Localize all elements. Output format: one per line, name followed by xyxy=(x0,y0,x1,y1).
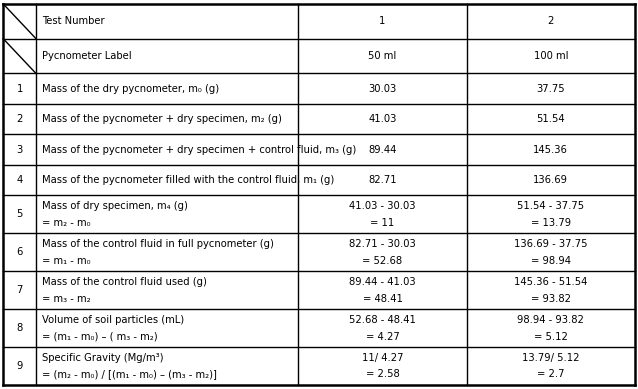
Text: = 13.79: = 13.79 xyxy=(531,217,571,228)
Text: 6: 6 xyxy=(17,247,23,257)
Text: = 2.58: = 2.58 xyxy=(366,370,399,380)
Text: 1: 1 xyxy=(17,84,23,94)
Text: = m₂ - m₀: = m₂ - m₀ xyxy=(42,217,91,228)
Text: 8: 8 xyxy=(17,323,23,333)
Text: Pycnometer Label: Pycnometer Label xyxy=(42,51,132,61)
Text: Mass of the pycnometer filled with the control fluid, m₁ (g): Mass of the pycnometer filled with the c… xyxy=(42,175,335,185)
Text: 13.79/ 5.12: 13.79/ 5.12 xyxy=(522,353,579,363)
Text: 51.54: 51.54 xyxy=(537,114,565,124)
Text: Mass of the pycnometer + dry specimen, m₂ (g): Mass of the pycnometer + dry specimen, m… xyxy=(42,114,282,124)
Text: 136.69: 136.69 xyxy=(533,175,568,185)
Text: = 52.68: = 52.68 xyxy=(362,256,403,266)
Text: = 98.94: = 98.94 xyxy=(531,256,571,266)
Text: 82.71: 82.71 xyxy=(368,175,397,185)
Text: = 4.27: = 4.27 xyxy=(366,331,399,342)
Text: 2: 2 xyxy=(547,16,554,26)
Text: 98.94 - 93.82: 98.94 - 93.82 xyxy=(517,315,584,325)
Text: 37.75: 37.75 xyxy=(537,84,565,94)
Text: = 5.12: = 5.12 xyxy=(534,331,568,342)
Text: 1: 1 xyxy=(379,16,385,26)
Text: = 2.7: = 2.7 xyxy=(537,370,565,380)
Text: = 48.41: = 48.41 xyxy=(362,294,403,303)
Text: 82.71 - 30.03: 82.71 - 30.03 xyxy=(349,239,416,249)
Text: = m₁ - m₀: = m₁ - m₀ xyxy=(42,256,91,266)
Text: = (m₁ - m₀) – ( m₃ - m₂): = (m₁ - m₀) – ( m₃ - m₂) xyxy=(42,331,158,342)
Text: 89.44: 89.44 xyxy=(368,145,397,154)
Text: Mass of the control fluid in full pycnometer (g): Mass of the control fluid in full pycnom… xyxy=(42,239,274,249)
Text: 9: 9 xyxy=(17,361,23,371)
Text: 4: 4 xyxy=(17,175,23,185)
Text: 41.03 - 30.03: 41.03 - 30.03 xyxy=(349,201,416,211)
Text: = 93.82: = 93.82 xyxy=(531,294,571,303)
Text: Test Number: Test Number xyxy=(42,16,105,26)
Text: Mass of the pycnometer + dry specimen + control fluid, m₃ (g): Mass of the pycnometer + dry specimen + … xyxy=(42,145,357,154)
Text: 50 ml: 50 ml xyxy=(368,51,397,61)
Text: = m₃ - m₂: = m₃ - m₂ xyxy=(42,294,91,303)
Text: 52.68 - 48.41: 52.68 - 48.41 xyxy=(349,315,416,325)
Text: Volume of soil particles (mL): Volume of soil particles (mL) xyxy=(42,315,184,325)
Text: Mass of dry specimen, m₄ (g): Mass of dry specimen, m₄ (g) xyxy=(42,201,188,211)
Text: 3: 3 xyxy=(17,145,23,154)
Text: 7: 7 xyxy=(17,285,23,295)
Text: 100 ml: 100 ml xyxy=(533,51,568,61)
Text: Mass of the dry pycnometer, m₀ (g): Mass of the dry pycnometer, m₀ (g) xyxy=(42,84,219,94)
Text: Specific Gravity (Mg/m³): Specific Gravity (Mg/m³) xyxy=(42,353,164,363)
Text: 51.54 - 37.75: 51.54 - 37.75 xyxy=(517,201,584,211)
Text: 2: 2 xyxy=(17,114,23,124)
Text: = 11: = 11 xyxy=(370,217,394,228)
Text: 89.44 - 41.03: 89.44 - 41.03 xyxy=(349,277,416,287)
Text: Mass of the control fluid used (g): Mass of the control fluid used (g) xyxy=(42,277,207,287)
Text: 136.69 - 37.75: 136.69 - 37.75 xyxy=(514,239,588,249)
Text: = (m₂ - m₀) / [(m₁ - m₀) – (m₃ - m₂)]: = (m₂ - m₀) / [(m₁ - m₀) – (m₃ - m₂)] xyxy=(42,370,218,380)
Text: 41.03: 41.03 xyxy=(368,114,397,124)
Text: 5: 5 xyxy=(17,209,23,219)
Text: 145.36: 145.36 xyxy=(533,145,568,154)
Text: 11/ 4.27: 11/ 4.27 xyxy=(362,353,403,363)
Text: 145.36 - 51.54: 145.36 - 51.54 xyxy=(514,277,588,287)
Text: 30.03: 30.03 xyxy=(368,84,397,94)
